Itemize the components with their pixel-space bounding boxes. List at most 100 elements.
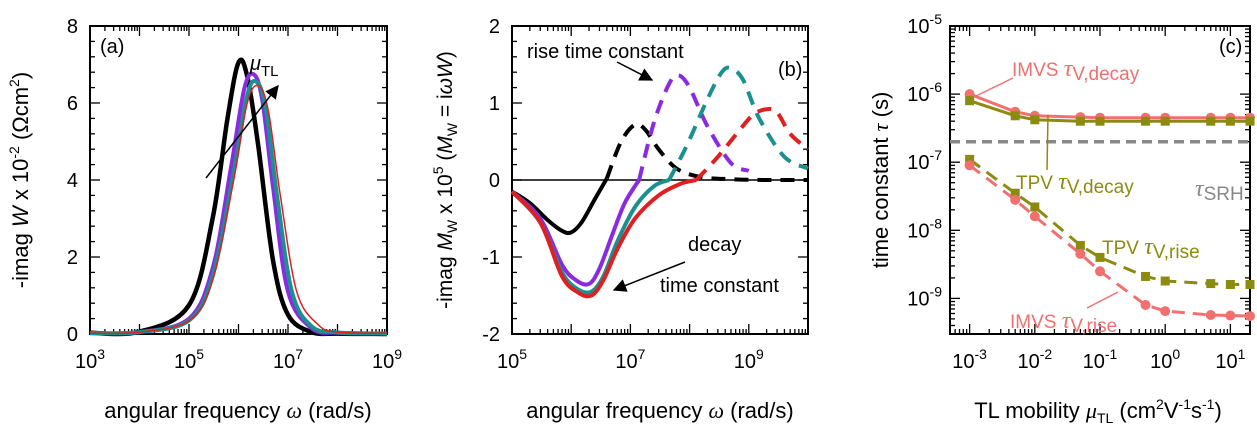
x-tick-label: 10-2 [1017, 346, 1052, 373]
y-tick-label: 10-7 [907, 147, 942, 174]
data-point [1225, 279, 1235, 289]
data-point [1140, 299, 1151, 310]
data-point [1030, 202, 1040, 212]
x-tick-label: 10-1 [1083, 346, 1118, 373]
panel-c: 10-3 10-2 10-1 100 101 10-9 10-8 10-7 10-6 10-5 (… [868, 11, 1255, 426]
panel-c-ticks: 10-3 10-2 10-1 100 101 10-9 10-8 10-7 10-6 10-5 [907, 11, 1251, 373]
data-point [964, 160, 975, 171]
series-line-b-0 [510, 177, 609, 236]
y-tick-label: 2 [489, 16, 500, 38]
x-tick-label: 103 [75, 346, 105, 373]
y-tick-label: 0 [489, 170, 500, 192]
data-point [1225, 310, 1236, 321]
data-point [1141, 116, 1151, 126]
data-point [1160, 306, 1171, 317]
series-line-c-0 [969, 92, 1250, 120]
series-line-b-1 [604, 122, 809, 183]
data-point [1225, 116, 1235, 126]
data-point [1206, 116, 1216, 126]
series-line-b-3 [637, 73, 750, 181]
x-tick-label: 105 [174, 346, 204, 373]
x-tick-label: 101 [1215, 346, 1245, 373]
y-tick-label: 2 [67, 247, 78, 269]
data-point [1010, 111, 1020, 121]
x-tick-label: 109 [372, 346, 402, 373]
x-tick-label: 107 [273, 346, 303, 373]
y-tick-label: 8 [67, 16, 78, 38]
y-tick-label: -2 [482, 324, 500, 346]
y-tick-label: 10-5 [907, 11, 942, 38]
data-point [1245, 116, 1255, 126]
x-tick-label: 100 [1150, 346, 1180, 373]
data-point [1206, 279, 1216, 289]
leader-tpv-decay [1046, 114, 1049, 171]
panel-b-ylabel: -imag MW x 105 (MW = iωW) [430, 51, 460, 309]
data-point [1095, 266, 1105, 277]
panel-b-arrow-rise [616, 61, 654, 81]
data-point [1141, 271, 1151, 281]
series-line-c-3 [968, 158, 1250, 286]
series-line-b-4 [510, 178, 670, 295]
panel-a-arrow [205, 84, 279, 179]
x-tick-label: 109 [734, 346, 764, 373]
series-line-a-3 [89, 84, 388, 335]
x-tick-label: 105 [497, 346, 527, 373]
label-tpv-rise: TPV τV,rise [1102, 234, 1200, 263]
data-point [1010, 188, 1020, 198]
data-point [1095, 252, 1105, 262]
x-tick-label: 10-3 [952, 346, 987, 373]
label-tpv-decay: TPV τV,decay [1016, 169, 1134, 198]
panel-a-lines [89, 57, 388, 337]
panel-b-annotation-decay: decay [688, 234, 741, 256]
label-srh: τSRH [1195, 176, 1244, 205]
data-point [1075, 248, 1086, 259]
data-point [1010, 194, 1021, 205]
panel-c-ylabel: time constant τ (s) [868, 92, 893, 269]
series-line-c-4 [968, 164, 1251, 318]
x-tick-label: 107 [615, 346, 645, 373]
y-tick-label: 6 [67, 93, 78, 115]
data-point [965, 154, 975, 164]
data-point [1095, 116, 1105, 126]
series-line-b-5 [667, 65, 809, 181]
series-line-a-0 [89, 57, 388, 337]
panel-b-lines [510, 65, 810, 299]
data-point [1160, 276, 1170, 286]
panel-a-frame [89, 25, 388, 335]
panel-b-arrow-decay [612, 261, 686, 292]
panel-b-tag: (b) [778, 59, 802, 81]
label-imvs-rise: IMVS τV,rise [1010, 308, 1117, 337]
series-line-b-7 [694, 106, 810, 182]
panel-c-tag: (c) [1219, 36, 1242, 58]
leader-imvs-decay [975, 77, 1014, 97]
panel-a-xlabel: angular frequency ω (rad/s) [104, 398, 371, 423]
series-line-b-2 [510, 178, 641, 287]
y-tick-label: 4 [67, 170, 78, 192]
y-tick-label: 1 [489, 93, 500, 115]
series-line-b-6 [510, 178, 697, 299]
y-tick-label: 10-6 [907, 79, 942, 106]
data-point [1029, 211, 1040, 222]
panel-a-tag: (a) [100, 36, 124, 58]
data-point [965, 96, 975, 106]
data-point [1245, 279, 1255, 289]
panel-b-xlabel: angular frequency ω (rad/s) [526, 398, 793, 423]
data-point [1030, 115, 1040, 125]
data-point [1075, 240, 1085, 250]
data-point [1245, 311, 1255, 322]
leader-imvs-rise [1086, 291, 1119, 309]
y-tick-label: 10-9 [907, 283, 942, 310]
panel-b-annotation-tc: time constant [660, 275, 779, 297]
y-tick-label: 10-8 [907, 215, 942, 242]
data-point [1075, 116, 1085, 126]
panel-a-ylabel: -imag W x 10-2 (Ωcm2) [6, 72, 33, 288]
panel-c-xlabel: TL mobility μTL (cm2V-1s-1) [974, 396, 1222, 426]
data-point [1160, 116, 1170, 126]
y-tick-label: 0 [67, 324, 78, 346]
data-point [1205, 310, 1216, 321]
y-tick-label: -1 [482, 247, 500, 269]
panel-b-ticks: 105 107 109 -2 -1 0 1 2 [482, 16, 809, 373]
panel-b-annotation-rise: rise time constant [527, 41, 684, 63]
